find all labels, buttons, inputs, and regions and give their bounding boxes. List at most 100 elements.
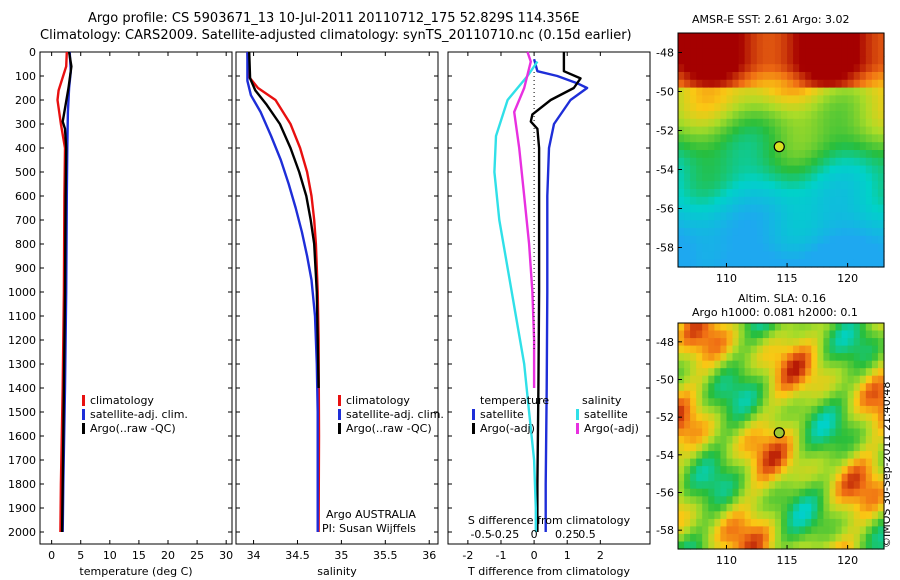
map-cell xyxy=(762,228,770,237)
map-cell xyxy=(829,126,837,135)
map-cell xyxy=(690,466,697,475)
map-cell xyxy=(865,173,873,182)
map-cell xyxy=(847,196,855,206)
map-cell xyxy=(774,103,782,112)
map-cell xyxy=(799,390,806,399)
map-cell xyxy=(768,458,776,467)
map-cell xyxy=(732,142,740,151)
map-cell xyxy=(817,142,825,151)
map-x-tick-label: 120 xyxy=(837,554,858,567)
map-cell xyxy=(726,405,734,414)
map-cell xyxy=(865,451,873,460)
map-cell xyxy=(738,111,746,120)
map-cell xyxy=(787,150,794,159)
map-cell xyxy=(847,473,855,482)
map-cell xyxy=(871,56,879,65)
y-tick-label: 1900 xyxy=(8,502,36,515)
map-cell xyxy=(847,243,855,252)
map-cell xyxy=(690,428,697,437)
map-cell xyxy=(853,111,861,120)
map-cell xyxy=(823,212,831,221)
map-cell xyxy=(847,220,855,229)
map-x-tick-label: 115 xyxy=(777,272,798,285)
map-cell xyxy=(714,87,722,96)
map-y-tick-label: -52 xyxy=(656,411,674,424)
map-cell xyxy=(871,220,879,229)
map-cell xyxy=(799,503,806,512)
map-cell xyxy=(690,413,697,422)
map-cell xyxy=(762,533,770,542)
map-cell xyxy=(871,368,879,377)
map-cell xyxy=(835,541,843,550)
map-cell xyxy=(865,398,873,407)
map-cell xyxy=(756,56,764,65)
map-cell xyxy=(859,526,867,535)
map-cell xyxy=(738,451,746,460)
map-cell xyxy=(871,173,879,182)
map-cell xyxy=(787,220,794,229)
map-cell xyxy=(787,398,794,407)
map-cell xyxy=(708,466,715,475)
map-cell xyxy=(678,40,685,50)
map-cell xyxy=(762,541,770,550)
map-cell xyxy=(835,451,843,460)
map-cell xyxy=(732,196,740,206)
y-tick-label: 1300 xyxy=(8,358,36,371)
map-cell xyxy=(702,405,709,414)
map-cell xyxy=(835,235,843,245)
map-cell xyxy=(865,157,873,167)
map-cell xyxy=(750,95,758,104)
map-cell xyxy=(744,118,752,128)
map-cell xyxy=(829,165,837,174)
map-cell xyxy=(793,95,800,104)
map-cell xyxy=(732,323,740,332)
map-cell xyxy=(726,157,734,167)
map-cell xyxy=(793,72,800,81)
map-cell xyxy=(726,79,734,89)
map-cell xyxy=(805,323,812,332)
map-cell xyxy=(774,451,782,460)
map-cell xyxy=(781,436,788,445)
map-cell xyxy=(732,72,740,81)
map-cell xyxy=(853,259,861,268)
map-cell xyxy=(877,436,885,445)
map-cell xyxy=(714,259,722,268)
map-cell xyxy=(756,375,764,384)
map-cell xyxy=(774,345,782,354)
map-cell xyxy=(678,95,685,104)
map-cell xyxy=(702,243,709,252)
map-cell xyxy=(853,165,861,174)
map-cell xyxy=(859,443,867,452)
map-cell xyxy=(738,118,746,128)
map-cell xyxy=(787,383,794,392)
map-cell xyxy=(829,323,837,332)
map-cell xyxy=(817,165,825,174)
map-cell xyxy=(678,181,685,190)
map-cell xyxy=(732,212,740,221)
map-cell xyxy=(720,443,728,452)
diff-legend-heading-salinity: salinity xyxy=(582,394,622,407)
map-cell xyxy=(817,496,825,505)
map-cell xyxy=(690,473,697,482)
map-cell xyxy=(762,398,770,407)
map-cell xyxy=(787,173,794,182)
x-axis-label: T difference from climatology xyxy=(467,565,630,578)
map-cell xyxy=(690,503,697,512)
map-cell xyxy=(793,398,800,407)
map-cell xyxy=(690,204,697,213)
map-cell xyxy=(859,204,867,213)
map-cell xyxy=(877,212,885,221)
map-cell xyxy=(865,64,873,73)
map-cell xyxy=(853,420,861,429)
map-cell xyxy=(859,126,867,135)
map-cell xyxy=(781,375,788,384)
map-cell xyxy=(714,541,722,550)
y-tick-label: 800 xyxy=(15,238,36,251)
map-cell xyxy=(750,212,758,221)
map-cell xyxy=(829,173,837,182)
map-cell xyxy=(793,118,800,128)
map-cell xyxy=(744,511,752,520)
map-cell xyxy=(762,48,770,57)
map-cell xyxy=(720,157,728,167)
map-cell xyxy=(829,398,837,407)
